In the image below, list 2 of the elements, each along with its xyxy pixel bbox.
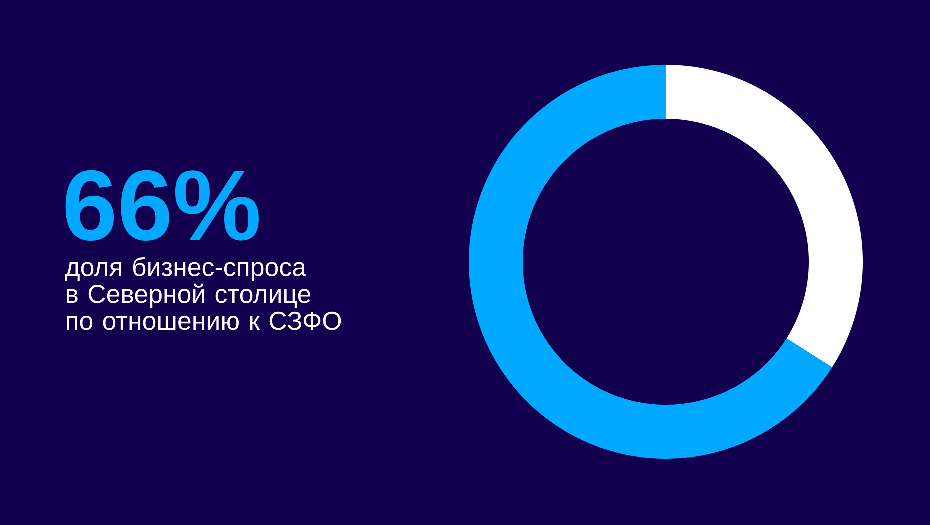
text: 66%	[66, 170, 259, 241]
text: доля бизнес-спроса в Северной столице по отношению к СЗФО	[65, 257, 342, 330]
